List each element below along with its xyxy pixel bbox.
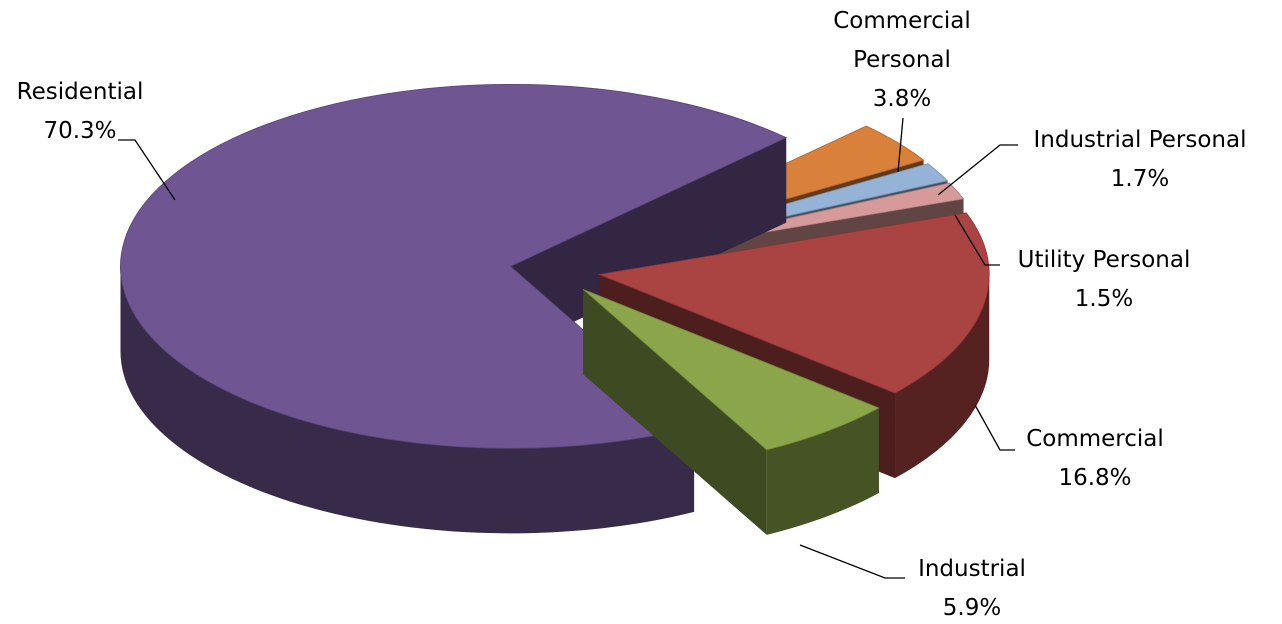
slice-wall [766,407,879,535]
slice-wall [895,274,990,479]
label-value: 5.9% [942,595,1002,621]
data-label: Industrial 5.9% [872,550,1072,624]
label-category: Utility Personal [1017,247,1191,273]
leader-line [974,404,1015,451]
slice-side [510,137,787,352]
data-label: Utility Personal 1.5% [954,241,1254,319]
label-category: Industrial Personal [1033,127,1247,153]
leader-line [799,544,905,579]
data-label: Residential 70.3% [0,73,180,151]
data-label: Commercial Personal 3.8% [817,2,987,119]
slice-side [583,289,767,535]
label-category: Commercial [1026,426,1164,452]
label-category: Industrial [918,556,1026,582]
leader-line [118,139,176,201]
slice [597,212,990,394]
leader-line [897,117,904,173]
label-value: 70.3% [43,118,117,144]
slice [582,288,880,451]
data-label: Industrial Personal 1.7% [990,121,1282,199]
slice-wall [120,266,695,534]
leader-line [954,214,1000,266]
slice [120,83,788,449]
label-value: 1.5% [1074,286,1134,312]
leader-line [937,144,1018,196]
label-value: 1.7% [1110,166,1170,192]
label-category: Residential [16,79,144,105]
label-category: Commercial Personal [833,8,971,73]
data-label: Commercial 16.8% [995,420,1195,498]
label-value: 3.8% [872,86,932,112]
label-value: 16.8% [1058,465,1132,491]
